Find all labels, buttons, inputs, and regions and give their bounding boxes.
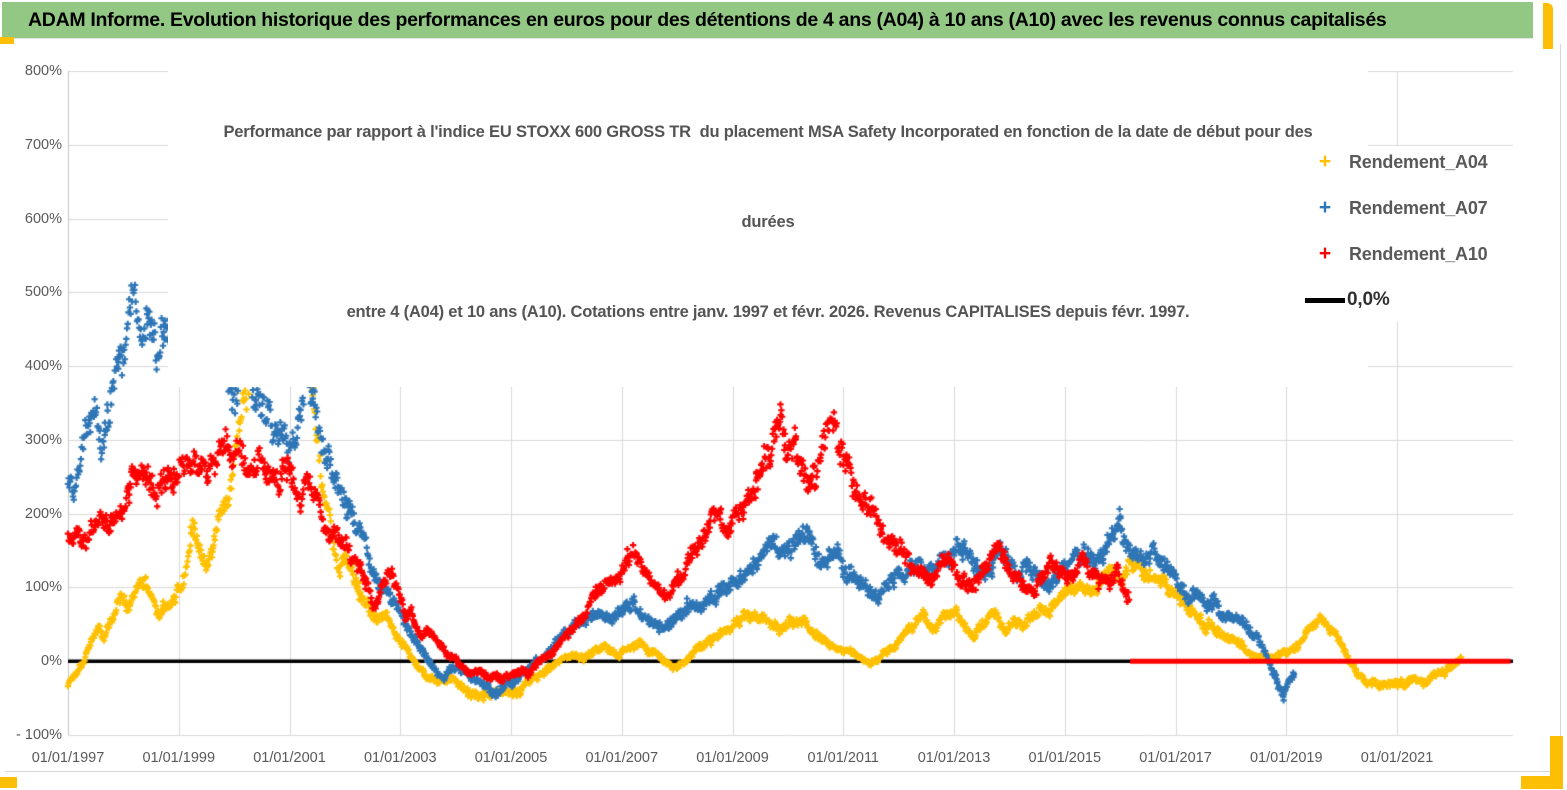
- chart-title-line-1: Performance par rapport à l'indice EU ST…: [223, 123, 1313, 141]
- legend-label: Rendement_A10: [1349, 243, 1488, 264]
- x-axis-label: 01/01/2017: [1139, 750, 1212, 766]
- y-axis-label: 400%: [24, 358, 62, 375]
- y-axis-label: 0%: [41, 653, 62, 670]
- x-axis-label: 01/01/2009: [696, 750, 769, 766]
- x-axis-label: 01/01/1997: [31, 750, 105, 766]
- chart-title-line-2: durées: [741, 213, 795, 231]
- legend-item-rendement-a07[interactable]: + Rendement_A07: [1294, 196, 1558, 220]
- x-axis-label: 01/01/2013: [917, 750, 991, 766]
- y-axis-label: 100%: [24, 579, 62, 596]
- x-axis-label: 01/01/2003: [363, 750, 437, 766]
- legend-label: Rendement_A04: [1349, 151, 1488, 172]
- y-axis-label: 200%: [24, 505, 62, 522]
- x-axis-label: 01/01/1999: [142, 750, 216, 766]
- zero-line-swatch: [1305, 297, 1345, 303]
- x-axis-label: 01/01/2005: [474, 750, 548, 766]
- plus-marker-icon: +: [1318, 242, 1332, 265]
- chart-legend: + Rendement_A04 + Rendement_A07 + Rendement_A…: [1294, 146, 1558, 322]
- y-axis-label: 600%: [24, 210, 62, 227]
- legend-item-rendement-a04[interactable]: + Rendement_A04: [1294, 150, 1558, 174]
- chart-title-line-3: entre 4 (A04) et 10 ans (A10). Cotations…: [346, 303, 1190, 321]
- legend-item-0-0-[interactable]: 0,0%: [1294, 288, 1558, 312]
- chart-title: Performance par rapport à l'indice EU ST…: [168, 57, 1368, 387]
- y-axis-label: 700%: [24, 136, 62, 153]
- x-axis-label: 01/01/2015: [1028, 750, 1102, 766]
- x-axis-label: 01/01/2021: [1360, 750, 1434, 766]
- x-axis-label: 01/01/2007: [585, 750, 659, 766]
- y-axis-label: 800%: [24, 63, 62, 79]
- plus-marker-icon: +: [1318, 150, 1332, 173]
- legend-item-rendement-a10[interactable]: + Rendement_A10: [1294, 242, 1558, 266]
- legend-label: Rendement_A07: [1349, 197, 1488, 218]
- plus-marker-icon: +: [1318, 196, 1332, 219]
- x-axis-label: 01/01/2001: [253, 750, 326, 766]
- x-axis-label: 01/01/2011: [807, 750, 880, 766]
- y-axis-label: 300%: [24, 431, 62, 448]
- legend-label: 0,0%: [1347, 289, 1390, 310]
- x-axis-label: 01/01/2019: [1249, 750, 1323, 766]
- y-axis-label: - 100%: [16, 727, 62, 743]
- y-axis-label: 500%: [24, 284, 62, 301]
